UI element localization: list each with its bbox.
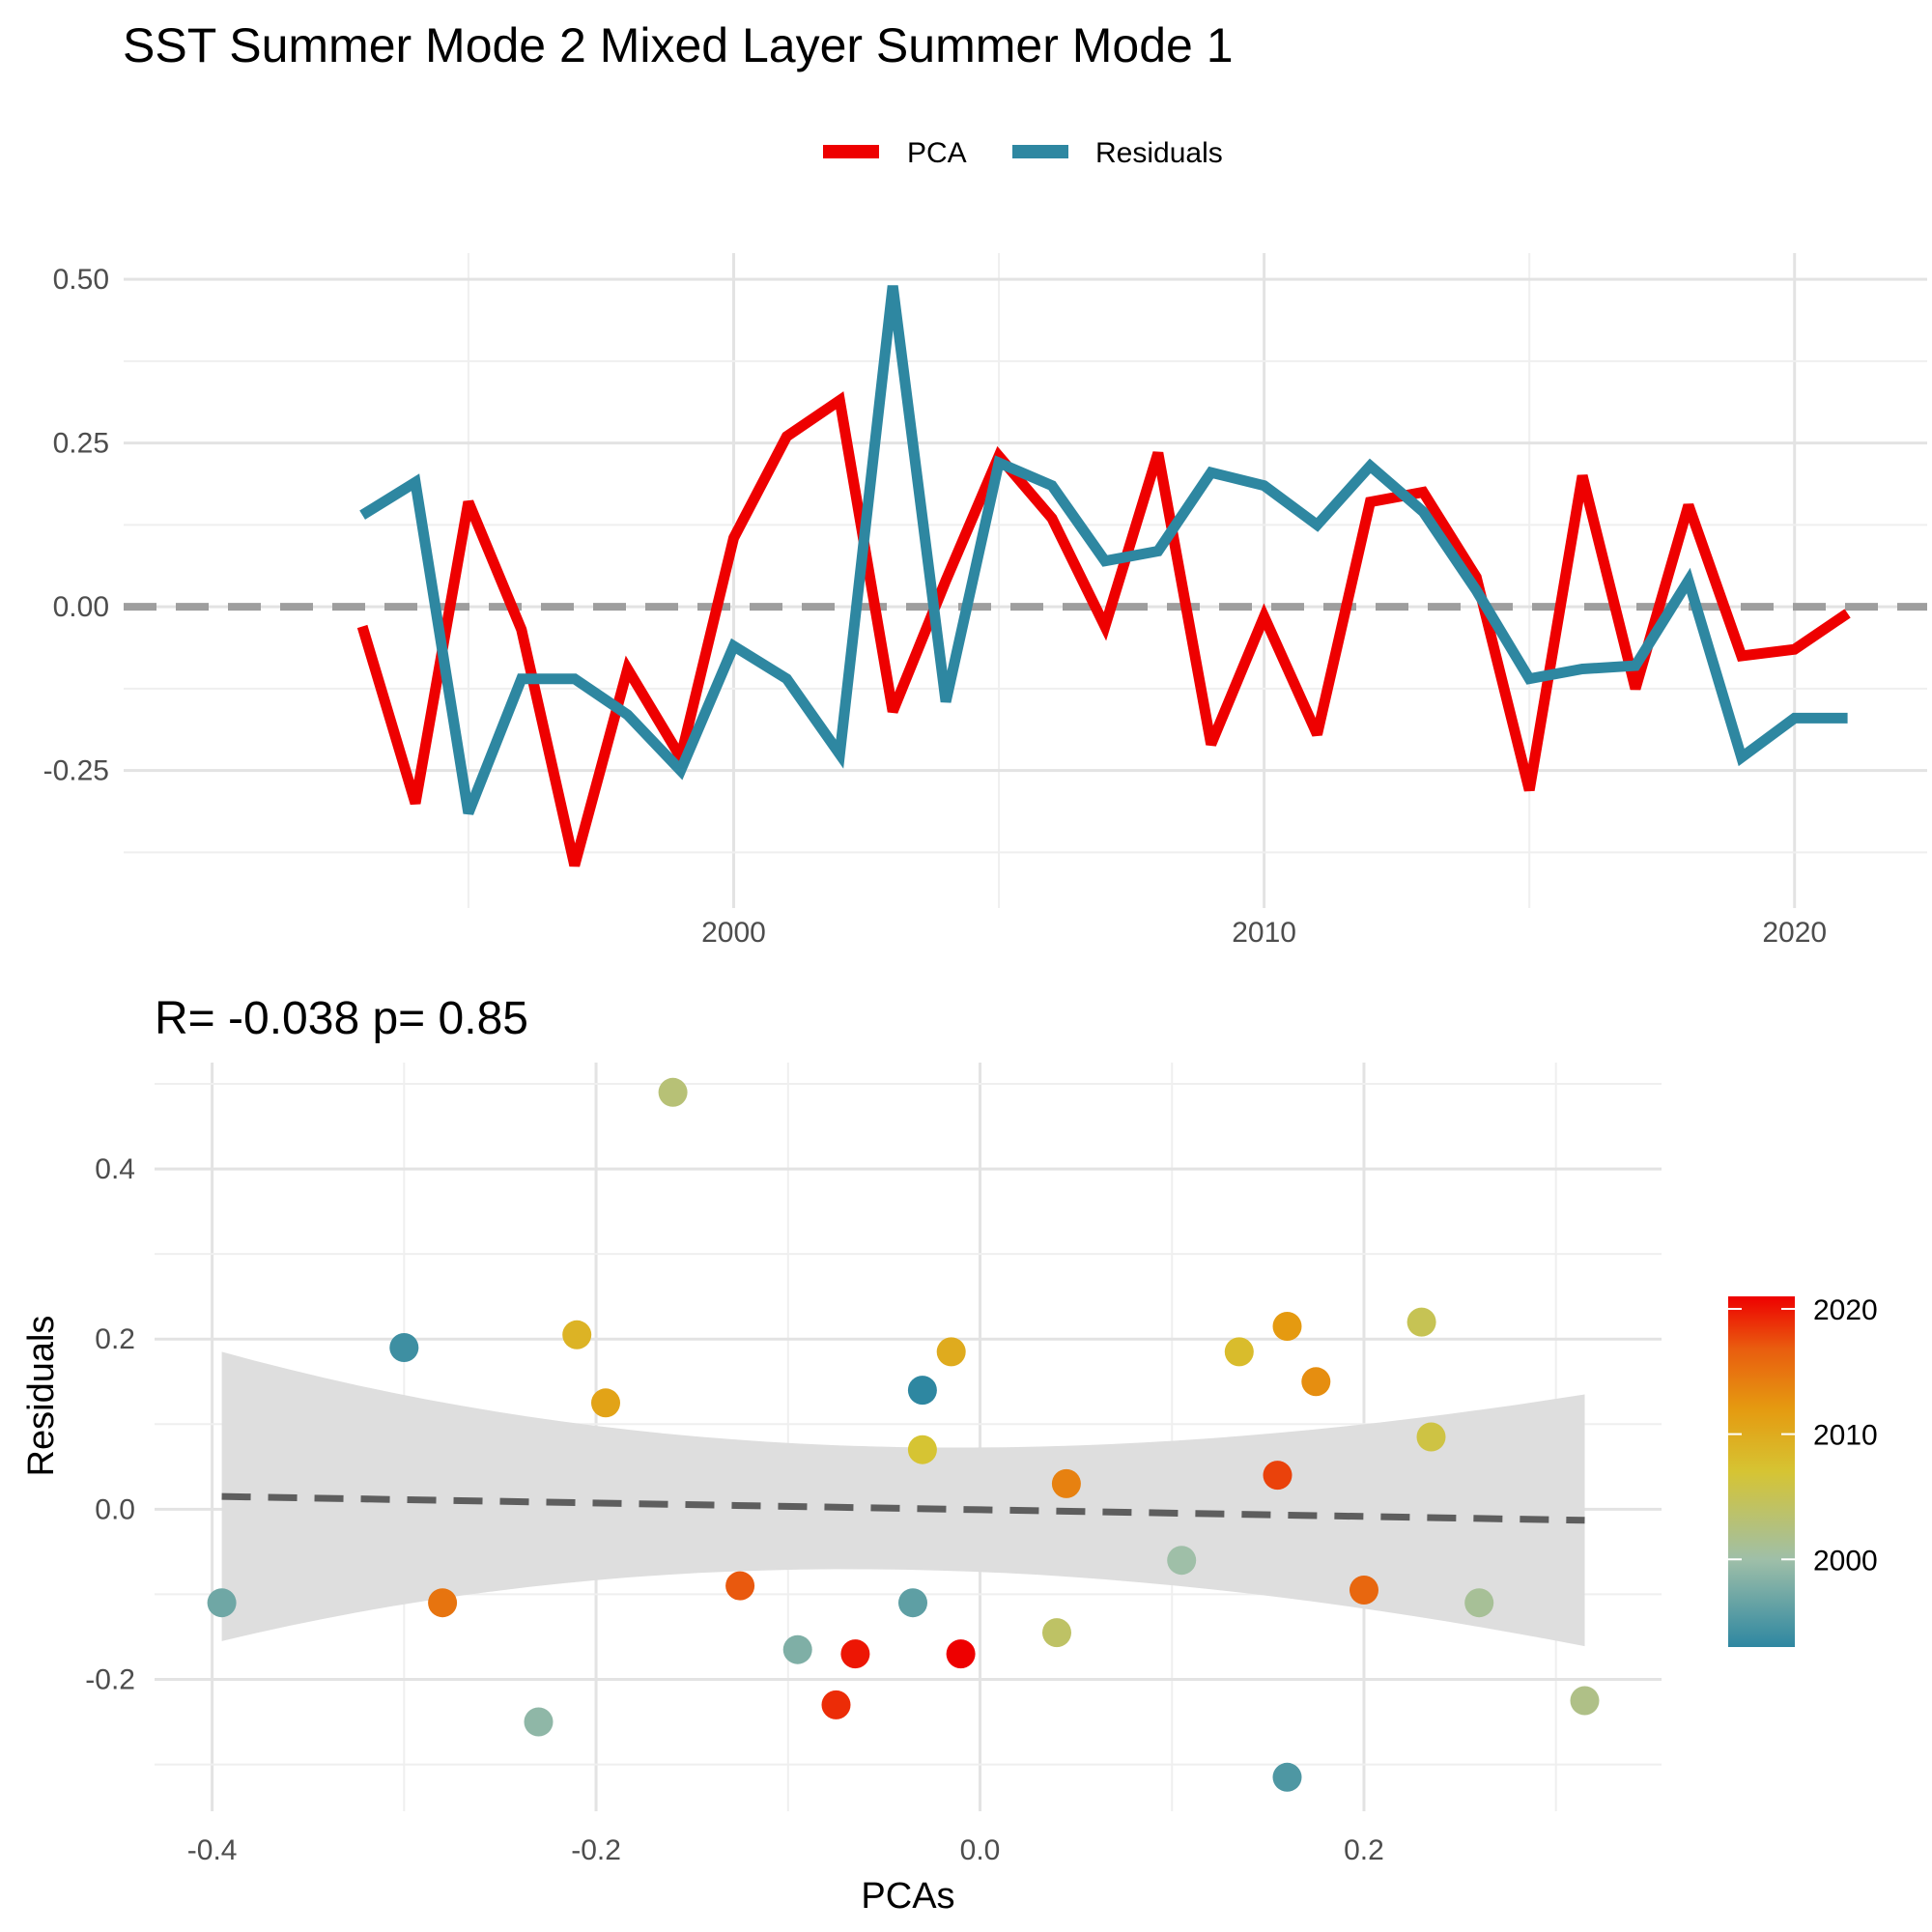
time-x-tick-label: 2000	[701, 917, 766, 949]
scatter-panel: -0.2 0.0 0.2 0.4 -0.4 -0.2 0.0 0.2	[85, 1063, 1662, 1866]
scatter-point	[725, 1571, 755, 1601]
chart-title: SST Summer Mode 2 Mixed Layer Summer Mod…	[123, 18, 1234, 72]
scatter-point	[1051, 1468, 1081, 1498]
scatter-point	[907, 1376, 937, 1406]
legend-residuals-label: Residuals	[1095, 137, 1223, 169]
time-series-x-tick-labels: 2000 2010 2020	[701, 917, 1827, 949]
scatter-point	[1301, 1367, 1331, 1397]
scatter-point	[1263, 1461, 1293, 1491]
time-y-tick-label: 0.25	[53, 428, 109, 460]
colorbar-tick-label: 2000	[1813, 1545, 1878, 1577]
time-y-tick-label: 0.50	[53, 264, 109, 296]
colorbar-gradient	[1728, 1296, 1795, 1647]
time-y-tick-label: 0.00	[53, 591, 109, 623]
scatter-point	[658, 1077, 688, 1107]
scatter-point	[1570, 1686, 1600, 1716]
scatter-x-tick-label: -0.4	[187, 1834, 238, 1866]
scatter-point	[524, 1707, 554, 1737]
time-x-tick-label: 2010	[1232, 917, 1296, 949]
scatter-y-tick-label: -0.2	[85, 1663, 135, 1695]
scatter-x-tick-label: 0.0	[960, 1834, 1001, 1866]
scatter-point	[840, 1639, 870, 1669]
series-line-pca	[356, 391, 1851, 867]
scatter-points	[207, 1077, 1600, 1792]
legend: PCA Residuals	[823, 137, 1223, 169]
scatter-point	[1272, 1312, 1302, 1341]
x-axis-title: PCAs	[861, 1876, 954, 1917]
time-series-y-tick-labels: -0.25 0.00 0.25 0.50	[43, 264, 109, 787]
scatter-point	[936, 1337, 966, 1367]
scatter-point	[782, 1634, 812, 1664]
scatter-point	[1272, 1762, 1302, 1792]
scatter-x-tick-label: 0.2	[1344, 1834, 1384, 1866]
scatter-y-tick-label: 0.2	[95, 1323, 135, 1355]
scatter-point	[562, 1320, 592, 1350]
confidence-ribbon	[221, 1351, 1585, 1647]
scatter-point	[1406, 1307, 1436, 1337]
scatter-point	[389, 1333, 419, 1362]
year-colorbar: 2000 2010 2020	[1728, 1294, 1878, 1647]
scatter-x-tick-label: -0.2	[571, 1834, 621, 1866]
scatter-y-tick-label: 0.0	[95, 1493, 135, 1525]
scatter-point	[1042, 1618, 1071, 1648]
scatter-y-tick-labels: -0.2 0.0 0.2 0.4	[85, 1153, 135, 1695]
legend-pca-label: PCA	[907, 137, 967, 169]
scatter-point	[1464, 1588, 1494, 1618]
scatter-point	[207, 1588, 237, 1618]
y-axis-title: Residuals	[21, 1316, 62, 1477]
time-series-gridlines	[124, 253, 1927, 908]
scatter-point	[821, 1690, 851, 1719]
colorbar-ticks: 2000 2010 2020	[1728, 1294, 1878, 1577]
time-series-lines	[356, 285, 1851, 867]
series-line-residuals	[359, 285, 1848, 815]
time-y-tick-label: -0.25	[43, 755, 109, 787]
scatter-x-tick-labels: -0.4 -0.2 0.0 0.2	[187, 1834, 1384, 1866]
scatter-point	[1224, 1337, 1254, 1367]
time-x-tick-label: 2020	[1762, 917, 1827, 949]
scatter-point	[898, 1588, 927, 1618]
scatter-point	[946, 1639, 976, 1669]
scatter-point	[1167, 1546, 1197, 1576]
regression-line	[221, 1492, 1585, 1524]
scatter-point	[428, 1588, 458, 1618]
colorbar-tick-label: 2020	[1813, 1294, 1878, 1326]
scatter-point	[907, 1435, 937, 1464]
correlation-subtitle: R= -0.038 p= 0.85	[155, 993, 528, 1044]
scatter-point	[591, 1388, 620, 1418]
colorbar-tick-label: 2010	[1813, 1420, 1878, 1452]
time-series-panel: -0.25 0.00 0.25 0.50 2000 2010 2020	[43, 253, 1927, 949]
scatter-point	[1350, 1576, 1378, 1605]
scatter-point	[1416, 1422, 1446, 1452]
scatter-y-tick-label: 0.4	[95, 1153, 135, 1185]
